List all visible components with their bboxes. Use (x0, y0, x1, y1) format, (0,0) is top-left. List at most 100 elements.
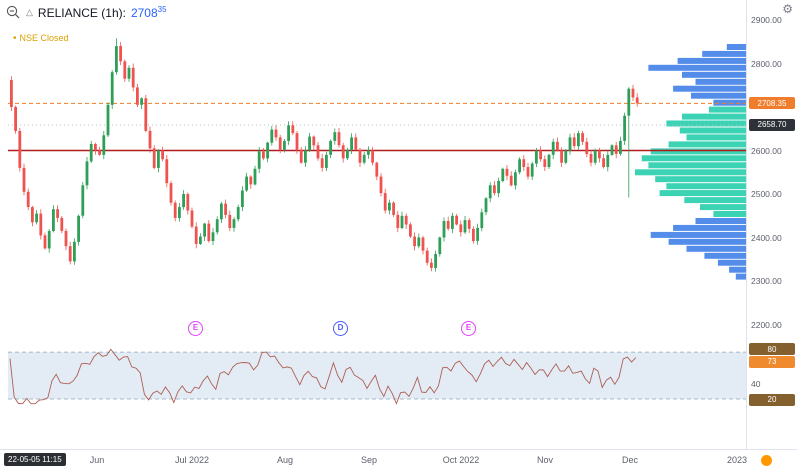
candle-body (270, 129, 274, 143)
candle-body (119, 46, 122, 62)
candle-body (379, 176, 383, 194)
candle-body (199, 236, 202, 244)
event-marker-earnings[interactable]: E (188, 321, 203, 336)
time-axis[interactable]: 22-05-05 11:15 Jun Jul 2022 Aug Sep Oct 2022… (0, 449, 797, 471)
candle-body (564, 150, 568, 163)
time-axis-label: Nov (536, 455, 554, 465)
candle-body (459, 224, 463, 233)
candle-body (430, 262, 433, 268)
candle-body (514, 172, 517, 186)
candle-body (581, 133, 584, 142)
candle-body (509, 175, 513, 186)
candle-body (556, 141, 559, 151)
candle-body (249, 176, 253, 185)
candle-body (585, 141, 589, 154)
market-status-label: NSE Closed (19, 33, 69, 43)
candle-body (253, 168, 257, 185)
settings-gear-icon[interactable]: ⚙ (782, 2, 793, 16)
candle-body (375, 162, 379, 177)
volume-profile-bar (682, 71, 747, 78)
price-axis[interactable]: ⚙ 2900.00 2800.00 2600.00 2500.00 2400.00 230… (746, 0, 797, 450)
candle-body (115, 46, 118, 73)
candle-body (337, 132, 341, 146)
candle-body (333, 132, 337, 141)
candle-body (539, 150, 542, 160)
candle-body (409, 224, 412, 237)
candle-body (35, 213, 38, 223)
candle-body (593, 150, 597, 163)
candle-body (442, 221, 446, 238)
candle-body (438, 237, 442, 254)
candle-body (396, 214, 400, 228)
candle-body (404, 215, 408, 225)
status-dot-icon: • (13, 32, 17, 44)
volume-profile-bar (673, 85, 747, 92)
goto-latest-button[interactable] (761, 455, 772, 466)
zoom-out-icon[interactable] (6, 5, 21, 20)
candle-body (627, 88, 631, 116)
candle-body (434, 254, 437, 268)
candle-body (320, 158, 324, 168)
candle-body (241, 190, 244, 207)
candle-body (245, 176, 248, 191)
candle-body (295, 133, 299, 150)
candle-body (446, 221, 450, 229)
candle-body (22, 167, 26, 192)
candle-body (262, 151, 265, 159)
candle-body (77, 215, 80, 242)
candle-body (144, 98, 148, 131)
candle-body (31, 207, 34, 223)
event-marker-earnings[interactable]: E (461, 321, 476, 336)
volume-profile-bar (717, 259, 747, 266)
candle-body (551, 141, 555, 155)
candle-body (228, 214, 232, 228)
candle-body (161, 150, 164, 160)
candle-body (400, 215, 404, 228)
volume-profile-bar (648, 64, 747, 71)
candle-body (43, 235, 47, 249)
candle-body (68, 246, 72, 262)
volume-profile-bar (691, 92, 747, 99)
candle-body (299, 149, 303, 163)
candle-body (148, 130, 152, 149)
candle-body (589, 154, 593, 163)
candle-body (274, 129, 278, 138)
candle-body (631, 88, 635, 98)
candle-body (186, 194, 190, 211)
candle-body (26, 191, 30, 207)
candle-body (224, 203, 227, 215)
event-marker-dividends[interactable]: D (333, 321, 348, 336)
candle-body (472, 228, 475, 241)
candle-body (623, 115, 626, 141)
candle-body (358, 149, 362, 163)
candle-body (56, 209, 59, 218)
volume-profile-bar (679, 127, 747, 134)
symbol-title[interactable]: RELIANCE (1h): (37, 5, 126, 20)
time-axis-label: Sep (360, 455, 378, 465)
candle-body (602, 158, 605, 167)
volume-profile-bar (729, 266, 747, 273)
candle-body (136, 87, 139, 105)
candle-body (392, 202, 395, 215)
rsi-upper-badge: 80 (749, 343, 795, 356)
candle-body (110, 72, 114, 105)
volume-profile-bar (713, 99, 747, 106)
price-tick-label: 2900.00 (751, 15, 782, 25)
candle-body (211, 232, 215, 241)
candle-body (123, 61, 127, 79)
candle-body (287, 125, 290, 141)
chart-pane[interactable] (0, 0, 747, 450)
rsi-value-badge: 73 (749, 355, 795, 368)
volume-profile-bar (677, 57, 747, 64)
candle-body (467, 220, 471, 229)
candle-body (47, 231, 51, 249)
candle-body (89, 144, 93, 162)
candle-body (619, 140, 622, 154)
candle-body (518, 159, 521, 173)
volume-profile-bar (648, 162, 747, 169)
candle-body (568, 137, 572, 151)
price-chart-canvas[interactable] (0, 0, 747, 450)
first-bar-time-badge: 22-05-05 11:15 (4, 453, 66, 466)
candle-body (455, 215, 458, 225)
candle-body (52, 209, 55, 231)
